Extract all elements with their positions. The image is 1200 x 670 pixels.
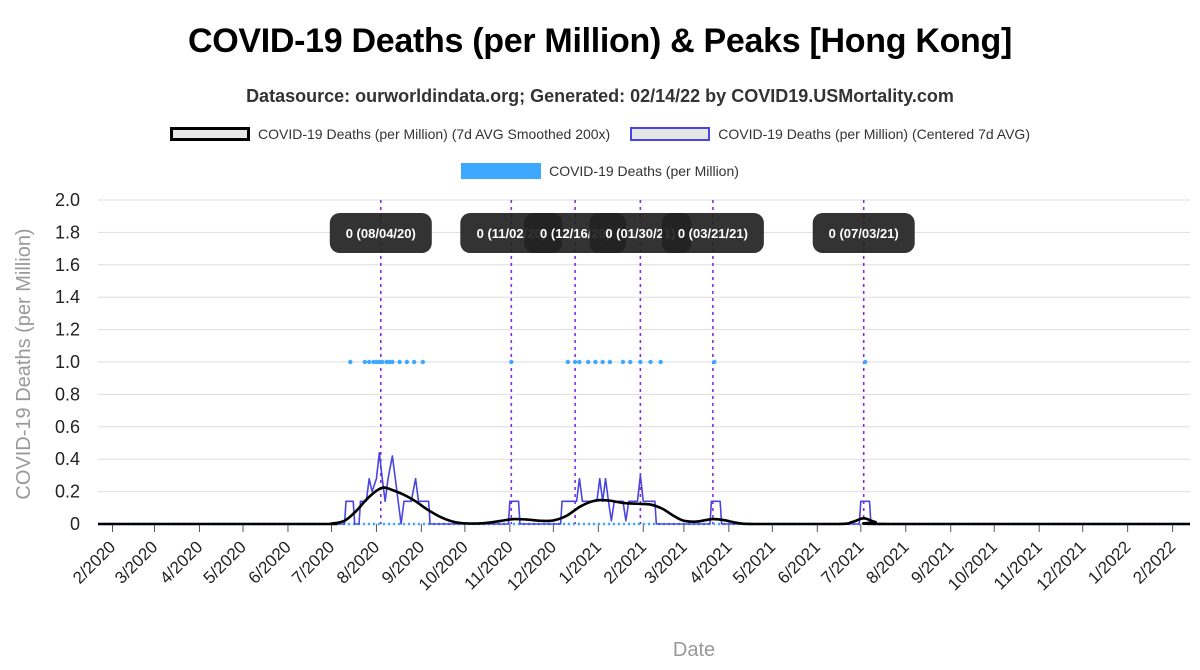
x-tick-label: 2/2021	[600, 537, 650, 587]
y-tick-label: 1.4	[55, 287, 80, 307]
daily-point	[366, 359, 372, 365]
peak-label-text: 0 (08/04/20)	[346, 226, 416, 241]
daily-point	[648, 359, 653, 365]
legend-swatch-smoothed	[170, 127, 250, 141]
chart-subtitle: Datasource: ourworldindata.org; Generate…	[246, 86, 954, 106]
x-tick-label: 10/2021	[944, 537, 1001, 594]
daily-point	[380, 359, 385, 365]
y-tick-label: 1.0	[55, 352, 80, 372]
y-tick-label: 0.8	[55, 384, 80, 404]
daily-point	[620, 359, 626, 365]
y-tick-label: 0.4	[55, 449, 80, 469]
y-tick-label: 0	[70, 514, 80, 534]
legend-item-smoothed[interactable]: COVID-19 Deaths (per Million) (7d AVG Sm…	[170, 126, 610, 142]
x-tick-label: 7/2021	[817, 537, 867, 587]
peak-label-box	[812, 213, 915, 253]
daily-point	[397, 359, 402, 365]
x-tick-label: 6/2021	[774, 537, 824, 587]
daily-point	[509, 359, 514, 365]
x-tick-label: 2/2020	[69, 537, 119, 587]
daily-point	[411, 359, 417, 365]
x-tick-label: 4/2020	[156, 537, 206, 587]
daily-point	[862, 359, 868, 365]
peak-label-text: 0 (01/30/21)	[605, 226, 675, 241]
x-tick-label: 6/2020	[245, 537, 295, 587]
x-tick-label: 4/2021	[685, 537, 735, 587]
daily-point	[390, 359, 395, 365]
x-tick-label: 10/2020	[415, 537, 472, 594]
daily-point	[585, 359, 591, 365]
peak-label: 0 (08/04/20)	[329, 213, 432, 253]
x-tick-label: 8/2021	[862, 537, 912, 587]
daily-point	[572, 359, 578, 365]
y-tick-label: 1.8	[55, 222, 80, 242]
y-tick-label: 1.2	[55, 320, 80, 340]
legend-label-centered-avg: COVID-19 Deaths (per Million) (Centered …	[718, 126, 1030, 142]
x-tick-label: 3/2020	[111, 537, 161, 587]
peak-label-text: 0 (07/03/21)	[829, 226, 899, 241]
daily-point	[712, 359, 717, 365]
legend-swatch-daily	[461, 163, 542, 179]
legend-item-centered-avg[interactable]: COVID-19 Deaths (per Million) (Centered …	[630, 126, 1030, 142]
daily-point	[600, 359, 605, 365]
x-axis-title: Date	[673, 639, 715, 661]
peak-label-box	[329, 213, 432, 253]
y-tick-label: 2.0	[55, 190, 80, 210]
legend-row-1: COVID-19 Deaths (per Million) (7d AVG Sm…	[0, 126, 1200, 142]
x-tick-label: 5/2020	[200, 537, 250, 587]
y-tick-label: 1.6	[55, 255, 80, 275]
smoothed-line	[98, 486, 1190, 526]
daily-point	[404, 359, 410, 365]
y-tick-label: 0.6	[55, 417, 80, 437]
x-tick-label: 8/2020	[333, 537, 383, 587]
y-tick-label: 0.2	[55, 482, 80, 502]
peak-label-text: 0 (03/21/21)	[678, 226, 748, 241]
legend-row-2: COVID-19 Deaths (per Million)	[0, 163, 1200, 179]
legend-label-smoothed: COVID-19 Deaths (per Million) (7d AVG Sm…	[258, 126, 611, 142]
peak-label: 0 (07/03/21)	[812, 213, 915, 253]
x-tick-label: 7/2020	[288, 537, 338, 587]
centered-avg-line	[98, 451, 1190, 525]
y-axis-title: COVID-19 Deaths (per Million)	[13, 228, 35, 499]
x-tick-label: 12/2021	[1033, 537, 1090, 594]
daily-point	[593, 359, 598, 365]
daily-point	[628, 359, 633, 365]
daily-point	[658, 359, 663, 365]
daily-point	[362, 359, 368, 365]
x-tick-label: 2/2022	[1129, 537, 1179, 587]
legend-label-daily: COVID-19 Deaths (per Million)	[549, 163, 739, 179]
x-tick-label: 1/2021	[555, 537, 605, 587]
daily-point	[577, 359, 582, 365]
daily-point	[638, 359, 643, 365]
x-tick-label: 3/2021	[641, 537, 691, 587]
daily-point	[565, 359, 571, 365]
peak-label: 0 (03/21/21)	[661, 213, 764, 253]
legend-swatch-centered-avg	[630, 127, 711, 141]
daily-point	[420, 359, 426, 365]
daily-point	[607, 359, 613, 365]
x-tick-label: 1/2022	[1084, 537, 1134, 587]
x-tick-label: 12/2020	[503, 537, 560, 594]
x-tick-label: 5/2021	[729, 537, 779, 587]
chart-title: COVID-19 Deaths (per Million) & Peaks [H…	[187, 22, 1013, 60]
daily-point	[348, 359, 353, 365]
legend-item-daily[interactable]: COVID-19 Deaths (per Million)	[461, 163, 739, 179]
peak-label-box	[661, 213, 764, 253]
